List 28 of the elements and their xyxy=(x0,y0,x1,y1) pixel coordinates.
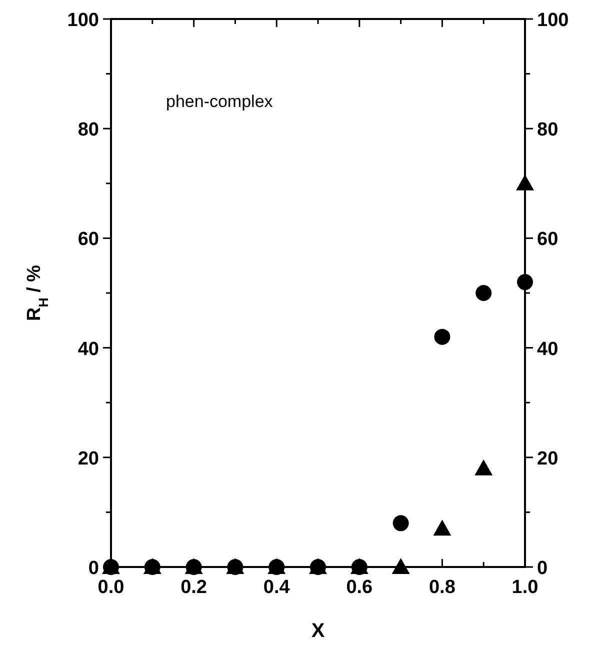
point xyxy=(434,328,450,345)
point xyxy=(474,459,493,476)
y2-tick-label: 20 xyxy=(537,448,558,470)
x-tick-label: 0.4 xyxy=(263,577,290,598)
y-tick-label: 20 xyxy=(78,448,99,470)
point xyxy=(516,174,534,190)
y2-tick-label: 40 xyxy=(537,338,558,360)
y-tick-label: 80 xyxy=(78,120,99,141)
x-tick-label: 0.8 xyxy=(428,577,456,598)
y2-tick-label: 80 xyxy=(537,120,558,141)
x-tick-label: 0.0 xyxy=(98,577,124,598)
y2-tick-label: 100 xyxy=(537,10,569,31)
point xyxy=(392,558,410,574)
point xyxy=(392,515,409,532)
y-tick-label: 60 xyxy=(78,229,99,250)
y-tick-label: 0 xyxy=(88,558,99,579)
x-axis-title: X xyxy=(311,620,326,642)
point xyxy=(517,274,533,290)
point xyxy=(433,520,452,536)
y2-tick-label: 60 xyxy=(537,229,558,250)
y-tick-label: 40 xyxy=(78,338,99,360)
x-tick-label: 0.2 xyxy=(180,577,208,598)
y-tick-label: 100 xyxy=(67,10,99,31)
x-tick-label: 1.0 xyxy=(512,577,538,598)
y2-tick-label: 0 xyxy=(537,558,548,579)
x-tick-label: 0.6 xyxy=(346,577,373,598)
point xyxy=(476,285,492,301)
annotation: phen-complex xyxy=(166,92,274,111)
